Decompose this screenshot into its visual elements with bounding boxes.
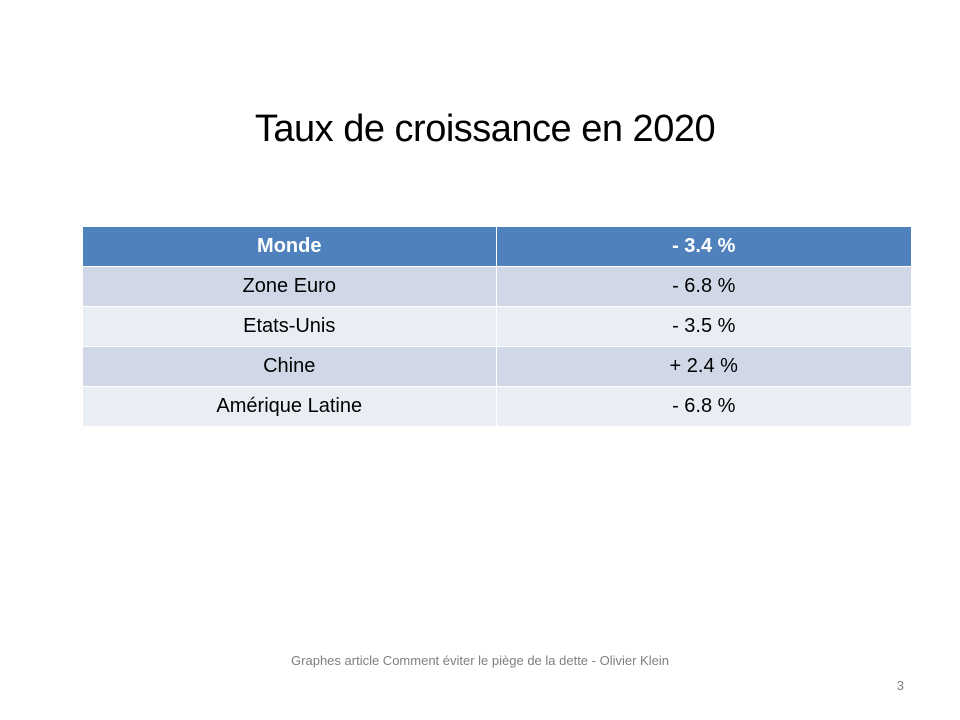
row-cell-rate: + 2.4 % xyxy=(496,346,911,387)
footer-source-text: Graphes article Comment éviter le piège … xyxy=(291,653,669,668)
growth-rate-table: Monde - 3.4 % Zone Euro - 6.8 % Etats-Un… xyxy=(83,227,911,427)
row-cell-region: Amérique Latine xyxy=(83,386,497,427)
header-cell-region: Monde xyxy=(83,227,497,267)
page-number: 3 xyxy=(896,678,904,693)
table-row: Etats-Unis - 3.5 % xyxy=(83,306,911,347)
table-row: Chine + 2.4 % xyxy=(83,346,911,387)
table-header-row: Monde - 3.4 % xyxy=(83,227,911,267)
row-cell-rate: - 3.5 % xyxy=(496,306,911,347)
row-cell-rate: - 6.8 % xyxy=(496,266,911,307)
header-cell-rate: - 3.4 % xyxy=(496,227,911,267)
row-cell-rate: - 6.8 % xyxy=(496,386,911,427)
table-row: Zone Euro - 6.8 % xyxy=(83,266,911,307)
row-cell-region: Chine xyxy=(83,346,497,387)
row-cell-region: Zone Euro xyxy=(83,266,497,307)
table-row: Amérique Latine - 6.8 % xyxy=(83,386,911,427)
slide-title: Taux de croissance en 2020 xyxy=(254,108,716,150)
row-cell-region: Etats-Unis xyxy=(83,306,497,347)
